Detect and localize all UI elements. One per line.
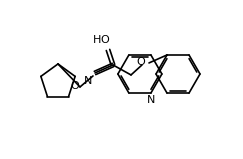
Text: O: O bbox=[71, 81, 79, 91]
Text: H: H bbox=[93, 35, 101, 45]
Text: O: O bbox=[136, 57, 145, 67]
Text: O: O bbox=[101, 35, 109, 45]
Text: N: N bbox=[84, 76, 92, 86]
Text: N: N bbox=[147, 95, 155, 105]
